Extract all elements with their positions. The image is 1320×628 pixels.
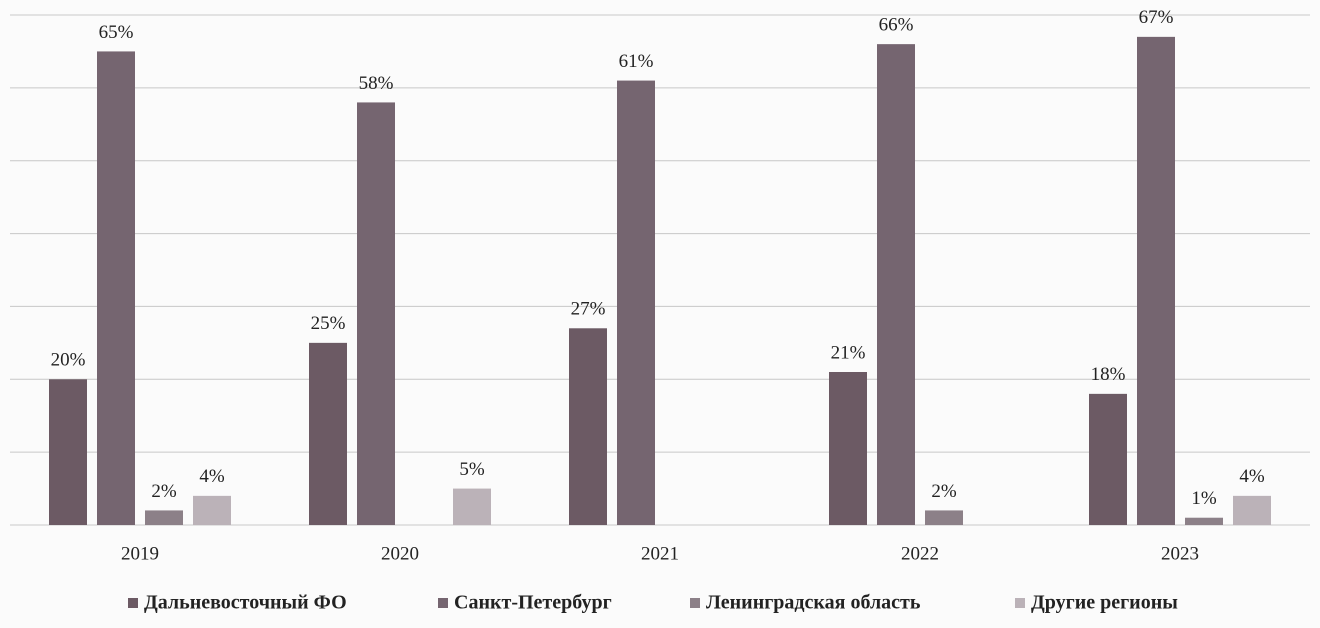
bar [1089, 393, 1127, 525]
bar [569, 328, 607, 525]
x-tick-label: 2021 [641, 543, 679, 564]
data-label: 5% [459, 459, 485, 480]
data-label: 2% [151, 481, 177, 502]
legend-swatch [1015, 598, 1025, 608]
data-label: 4% [199, 466, 225, 487]
x-tick-label: 2022 [901, 543, 939, 564]
bar [1233, 495, 1271, 525]
data-label: 21% [831, 342, 866, 363]
bar [829, 372, 867, 525]
bar [309, 342, 347, 525]
data-label: 66% [879, 15, 914, 36]
bar [1137, 36, 1175, 525]
x-tick-label: 2020 [381, 543, 419, 564]
data-label: 27% [571, 299, 606, 320]
bar [49, 379, 87, 525]
bar [617, 80, 655, 526]
bar [877, 44, 915, 526]
data-label: 1% [1191, 488, 1217, 509]
x-tick-label: 2023 [1161, 543, 1199, 564]
data-label: 61% [619, 51, 654, 72]
data-label: 58% [359, 73, 394, 94]
data-label: 25% [311, 313, 346, 334]
data-label: 20% [51, 350, 86, 371]
data-label: 2% [931, 481, 957, 502]
data-label: 4% [1239, 466, 1265, 487]
data-label: 18% [1091, 364, 1126, 385]
legend-label: Дальневосточный ФО [144, 592, 347, 614]
bar [925, 510, 963, 525]
bar [193, 495, 231, 525]
data-label: 67% [1139, 7, 1174, 28]
legend-label: Ленинградская область [706, 592, 921, 614]
legend-label: Другие регионы [1031, 592, 1178, 614]
bar [357, 102, 395, 525]
bar [97, 51, 135, 526]
legend-label: Санкт-Петербург [454, 592, 612, 614]
legend-swatch [438, 598, 448, 608]
bar [145, 510, 183, 525]
bar [453, 488, 491, 525]
data-label: 65% [99, 22, 134, 43]
legend-swatch [128, 598, 138, 608]
bar [1185, 517, 1223, 525]
legend-swatch [690, 598, 700, 608]
x-tick-label: 2019 [121, 543, 159, 564]
